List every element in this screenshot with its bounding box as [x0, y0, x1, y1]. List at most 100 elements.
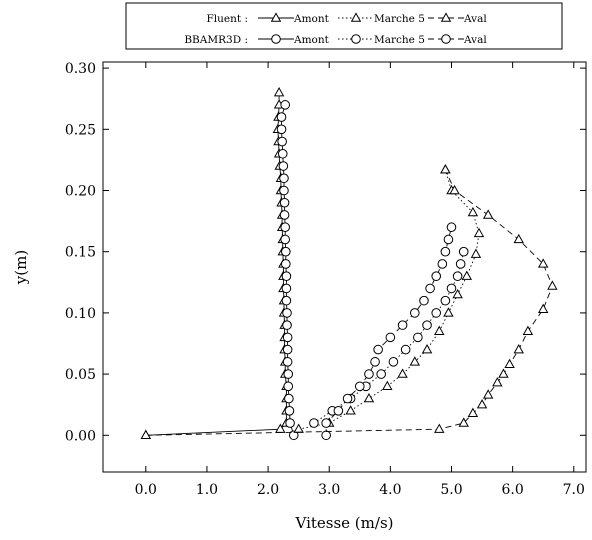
- triangle-marker: [443, 307, 454, 317]
- legend-row: BBAMR3D : Amont Marche 5 Aval: [184, 34, 487, 46]
- circle-marker: [425, 283, 435, 294]
- triangle-marker: [504, 358, 515, 369]
- circle-marker: [283, 381, 294, 392]
- triangle-marker: [273, 86, 285, 97]
- legend-circle-marker: [351, 34, 361, 44]
- circle-marker: [285, 418, 295, 428]
- circle-marker: [281, 246, 291, 257]
- circle-marker: [388, 357, 399, 367]
- triangle-marker: [513, 233, 524, 244]
- circle-marker: [279, 197, 290, 208]
- legend-group-label: Fluent :: [207, 13, 248, 25]
- series-fluent-marche-5: [293, 164, 485, 433]
- circle-marker: [446, 222, 457, 233]
- series-line-bbamr3d-amont: [281, 104, 295, 436]
- circle-marker: [281, 259, 291, 269]
- series-line-fluent-amont: [145, 92, 287, 436]
- triangle-marker: [537, 258, 549, 268]
- triangle-marker: [434, 325, 445, 335]
- legend-entry-label: Aval: [463, 34, 487, 46]
- triangle-marker: [522, 325, 534, 335]
- circle-marker: [288, 430, 299, 441]
- triangle-marker: [363, 392, 375, 403]
- circle-marker: [452, 271, 463, 281]
- legend-entry-label: Marche 5: [374, 34, 425, 46]
- legend-entry-label: Amont: [293, 13, 330, 25]
- series-line-fluent-marche-5: [298, 169, 480, 430]
- legend-entry-label: Amont: [293, 34, 330, 46]
- y-axis: 0.00 0.05 0.10 0.15 0.20 0.25 0.30: [65, 61, 586, 444]
- circle-marker: [278, 161, 289, 171]
- legend-triangle-marker: [350, 12, 362, 22]
- triangle-marker: [482, 389, 494, 399]
- triangle-marker: [345, 405, 356, 415]
- series-bbamr3d-aval: [321, 222, 457, 441]
- circle-marker: [431, 271, 442, 281]
- x-tick-label: 7.0: [563, 482, 585, 498]
- circle-marker: [373, 344, 383, 355]
- series-line-fluent-aval: [145, 169, 553, 436]
- triangle-marker: [293, 423, 304, 433]
- triangle-marker: [421, 343, 433, 354]
- circle-marker: [419, 295, 429, 306]
- y-tick-label: 0.10: [65, 306, 96, 322]
- legend-circle-marker: [441, 34, 451, 44]
- triangle-marker: [434, 423, 445, 433]
- triangle-marker: [482, 209, 494, 219]
- circle-marker: [282, 357, 293, 367]
- circle-marker: [413, 332, 423, 343]
- x-tick-label: 1.0: [196, 482, 218, 498]
- circle-marker: [284, 393, 294, 404]
- triangle-marker: [473, 227, 485, 238]
- circle-marker: [440, 246, 451, 257]
- legend-frame: [125, 2, 563, 50]
- circle-marker: [282, 308, 292, 318]
- circle-marker: [309, 418, 319, 428]
- circle-marker: [279, 185, 289, 196]
- circle-marker: [400, 344, 411, 355]
- series-line-bbamr3d-aval: [325, 227, 452, 436]
- circle-marker: [279, 173, 289, 184]
- circle-marker: [376, 369, 386, 379]
- triangle-marker: [461, 270, 473, 280]
- circle-marker: [280, 234, 290, 245]
- series-fluent-aval: [140, 164, 558, 440]
- triangle-marker: [382, 380, 393, 391]
- circle-marker: [277, 136, 287, 147]
- x-axis-title: Vitesse (m/s): [295, 514, 394, 532]
- y-tick-label: 0.25: [65, 122, 96, 138]
- circle-marker: [370, 357, 380, 367]
- triangle-marker: [470, 248, 482, 258]
- triangle-marker: [397, 368, 408, 378]
- y-axis-title: y(m): [12, 250, 30, 285]
- circle-marker: [385, 332, 396, 343]
- triangle-marker: [476, 399, 488, 409]
- circle-marker: [333, 406, 344, 416]
- circle-marker: [283, 369, 294, 379]
- circle-marker: [279, 210, 290, 220]
- circle-marker: [280, 222, 290, 233]
- x-tick-label: 6.0: [502, 482, 524, 498]
- triangle-marker: [547, 280, 558, 290]
- circle-marker: [437, 259, 448, 269]
- circle-marker: [342, 393, 353, 404]
- x-tick-label: 5.0: [440, 482, 462, 498]
- x-tick-label: 0.0: [135, 482, 157, 498]
- legend-triangle-marker: [270, 12, 282, 22]
- circle-marker: [277, 148, 288, 159]
- circle-marker: [364, 369, 374, 379]
- triangle-marker: [513, 343, 524, 354]
- triangle-marker: [140, 429, 152, 440]
- series-fluent-amont: [140, 86, 292, 440]
- circle-marker: [321, 418, 331, 428]
- legend-entry-label: Marche 5: [374, 13, 425, 25]
- circle-marker: [282, 332, 293, 343]
- circle-marker: [410, 308, 420, 318]
- circle-marker: [397, 320, 408, 330]
- series-bbamr3d-amont: [276, 100, 299, 441]
- circle-marker: [281, 271, 292, 281]
- triangle-marker: [452, 288, 463, 299]
- triangle-marker: [467, 407, 479, 417]
- circle-marker: [281, 295, 292, 306]
